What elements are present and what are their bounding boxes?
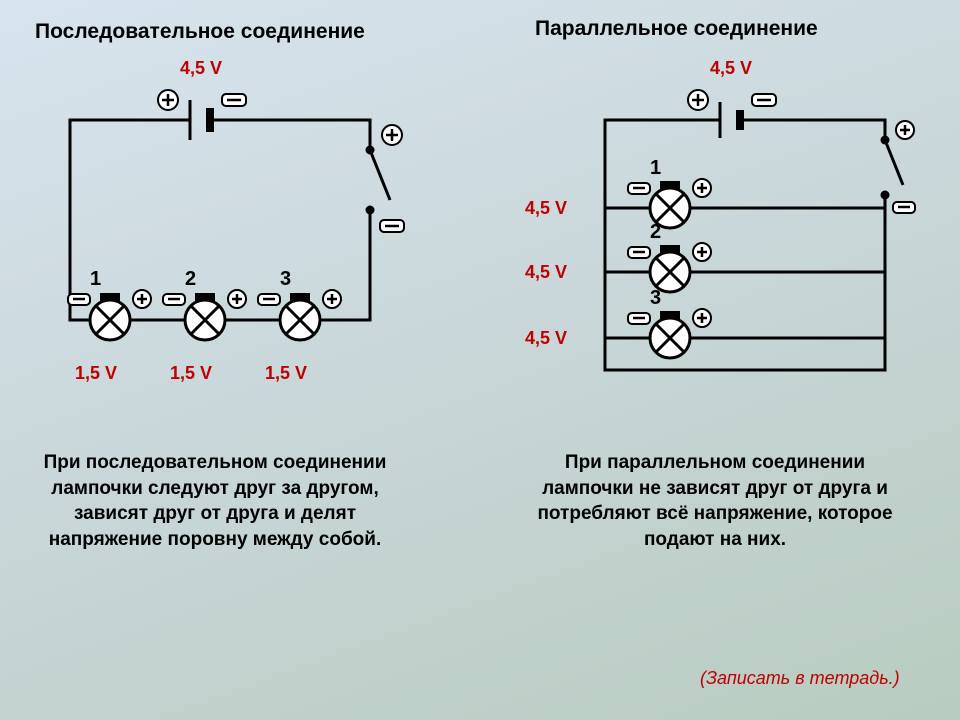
svg-text:1: 1 (90, 268, 101, 290)
battery-plus-icon (158, 90, 178, 110)
svg-text:3: 3 (650, 287, 661, 309)
parallel-source-voltage: 4,5 V (710, 58, 752, 79)
parallel-title: Параллельное соединение (535, 17, 818, 41)
series-bulb-1: 1 (90, 268, 130, 340)
switch-plus-icon (382, 125, 402, 145)
svg-text:2: 2 (650, 221, 661, 243)
battery-minus-icon (222, 94, 246, 106)
parallel-description: При параллельном соединении лампочки не … (520, 450, 910, 553)
svg-text:1: 1 (650, 157, 661, 179)
parallel-bulb3-voltage: 4,5 V (525, 328, 567, 349)
series-description: При последовательном соединении лампочки… (25, 450, 405, 553)
svg-text:3: 3 (280, 268, 291, 290)
switch-minus-icon (380, 220, 404, 232)
parallel-bulb-1: 1 (650, 157, 690, 228)
parallel-bulb1-voltage: 4,5 V (525, 198, 567, 219)
series-bulb-2: 2 (185, 268, 225, 340)
note-text: (Записать в тетрадь.) (700, 668, 900, 689)
series-bulb-3: 3 (280, 268, 320, 340)
series-source-voltage: 4,5 V (180, 58, 222, 79)
svg-text:2: 2 (185, 268, 196, 290)
parallel-circuit-diagram: 1 2 3 (575, 80, 945, 410)
parallel-bulb-2: 2 (650, 221, 690, 292)
parallel-bulb2-voltage: 4,5 V (525, 262, 567, 283)
parallel-bulb-3: 3 (650, 287, 690, 358)
series-circuit-diagram: 1 2 3 (30, 80, 440, 400)
series-title: Последовательное соединение (35, 20, 365, 44)
